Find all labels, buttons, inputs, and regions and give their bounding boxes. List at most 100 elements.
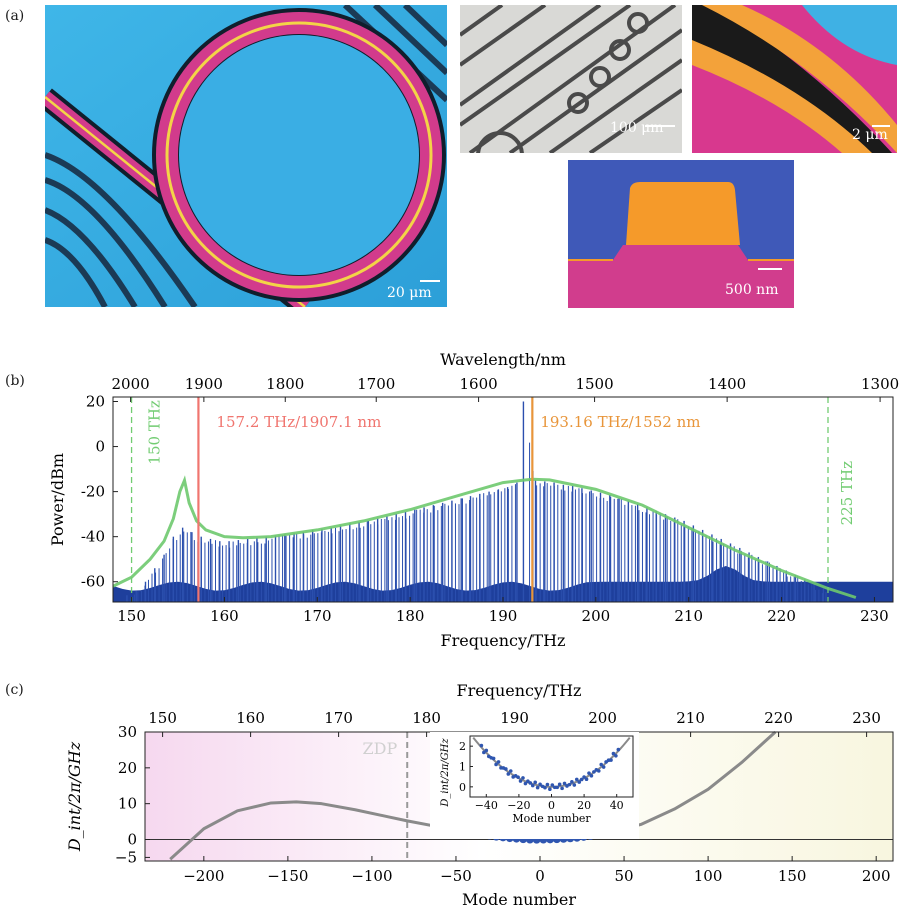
inset-point [590,774,594,778]
dispersion-chart: ZDP−200 −150 −100 −50 0 50 100 150 200Mode numbe… [0,670,901,917]
inset-x-tick-label: −40 [475,799,498,812]
y-tick-label: 30 [118,723,137,741]
x2-tick-label: 210 [676,709,705,727]
inset-x-tick-label: 40 [610,799,624,812]
y-tick-label: −5 [115,848,137,866]
y-tick-label: -60 [81,573,105,591]
inset-point [602,765,606,769]
inset-point [516,775,520,779]
x-tick-label: 50 [615,867,634,885]
x-tick-label: 190 [489,607,518,625]
ring-resonator-image: 20 μm [45,5,447,307]
y-axis-label: D_int/2π/GHz [65,741,84,852]
x2-tick-label: 1300 [861,375,899,393]
marker-label: 157.2 THz/1907.1 nm [216,413,381,431]
x2-tick-label: 230 [852,709,881,727]
inset-point [480,744,484,748]
y-tick-label: -40 [81,528,105,546]
x-tick-label: 210 [674,607,703,625]
inset-point [577,780,581,784]
crosssection-scale-label: 500 nm [725,282,778,298]
zdp-label: ZDP [363,739,398,758]
y-tick-label: 10 [118,795,137,813]
x2-tick-label: 1800 [266,375,304,393]
comb-lines [127,402,826,602]
x2-axis-label: Wavelength/nm [440,350,566,369]
ring-array-image: 100 μm [460,5,682,153]
inset-y-axis-label: D_int/2π/GHz [440,738,451,808]
x2-tick-label: 1500 [575,375,613,393]
inset-point [558,783,562,787]
inset-point [543,786,547,790]
inset-x-tick-label: −20 [507,799,530,812]
y-tick-label: 0 [127,831,137,849]
frequency-comb-spectrum-chart: 157.2 THz/1907.1 nm 193.16 THz/1552 nm 150… [0,340,901,660]
inset-point [497,760,501,764]
marker-label: 225 THz [838,461,856,525]
inset-point [521,776,525,780]
y-tick-label: 20 [86,393,105,411]
x-tick-label: 100 [694,867,723,885]
inset-point [507,772,511,776]
x-tick-label: 200 [862,867,891,885]
x2-tick-label: 190 [500,709,529,727]
inset-point [519,779,523,783]
inset-point [609,758,613,762]
x2-tick-label: 150 [148,709,177,727]
x-tick-label: −150 [267,867,308,885]
x-tick-label: 180 [396,607,425,625]
inset-y-tick-label: 2 [459,740,466,753]
scale-bar [758,268,782,270]
inset-point [587,771,591,775]
marker-label: 193.16 THz/1552 nm [540,413,700,431]
y-axis-label: Power/dBm [48,453,67,546]
x2-tick-label: 170 [324,709,353,727]
inset-point [509,769,513,773]
inset-x-axis-label: Mode number [512,812,591,825]
inset-point [504,767,508,771]
x2-tick-label: 1700 [357,375,395,393]
x-tick-label: 170 [303,607,332,625]
y-tick-label: -20 [81,483,105,501]
inset-point [548,787,552,791]
x-tick-label: 150 [117,607,146,625]
inset-x-tick-label: 0 [548,799,555,812]
inset-point [614,754,618,758]
marker-label: 150 THz [146,400,164,464]
inset-point [573,783,577,787]
x2-tick-label: 220 [764,709,793,727]
inset-y-tick-label: 1 [459,761,466,774]
x2-axis-label: Frequency/THz [457,681,582,700]
inset-point [529,781,533,785]
x2-tick-label: 1600 [459,375,497,393]
panel-a-label: (a) [5,8,24,24]
inset-y-tick-label: 0 [459,781,466,794]
inset-point [570,780,574,784]
inset-point [536,786,540,790]
inset-point [492,757,496,761]
x-tick-label: −50 [440,867,472,885]
inset-point [568,783,572,787]
x-tick-label: −100 [351,867,392,885]
ring-scale-label: 20 μm [387,285,432,301]
x2-tick-label: 2000 [112,375,150,393]
y-tick-label: 0 [95,438,105,456]
x-axis-label: Frequency/THz [441,631,566,650]
x-tick-label: 220 [767,607,796,625]
crosssection-image: 500 nm [568,160,794,308]
inset-point [531,784,535,788]
inset-point [546,783,550,787]
x2-tick-label: 1400 [708,375,746,393]
inset-point [533,781,537,785]
scale-bar [420,280,440,282]
x-tick-label: −200 [183,867,224,885]
x2-tick-label: 200 [588,709,617,727]
inset-point [585,777,589,781]
x-axis-label: Mode number [462,890,576,909]
inset-point [555,786,559,790]
closeup-scale-label: 2 μm [852,127,888,143]
x2-tick-label: 180 [412,709,441,727]
inset-point [575,778,579,782]
x2-tick-label: 160 [236,709,265,727]
inset-point [560,787,564,791]
